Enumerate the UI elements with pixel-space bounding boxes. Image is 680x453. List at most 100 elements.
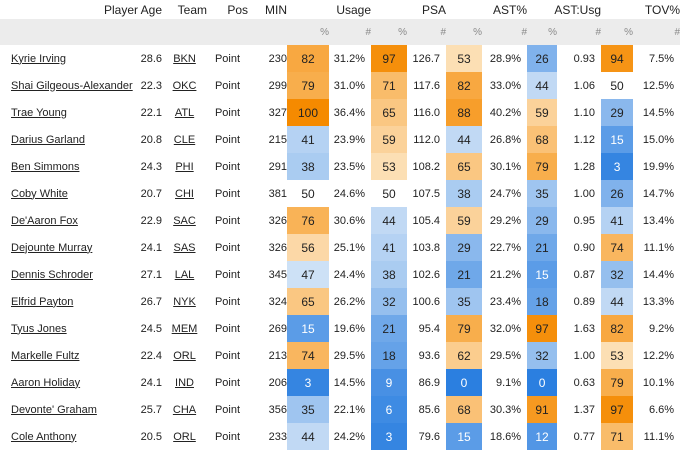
- team-link[interactable]: NYK: [173, 295, 196, 308]
- player-name-cell[interactable]: Ben Simmons: [0, 153, 138, 180]
- player-name-cell[interactable]: Dennis Schroder: [0, 261, 138, 288]
- team-cell[interactable]: CHA: [162, 396, 207, 423]
- team-cell[interactable]: CLE: [162, 126, 207, 153]
- player-name-cell[interactable]: Cole Anthony: [0, 423, 138, 450]
- team-cell[interactable]: MEM: [162, 315, 207, 342]
- header-tov[interactable]: TOV%: [644, 2, 680, 17]
- team-link[interactable]: BKN: [173, 52, 196, 65]
- header-team[interactable]: Team: [177, 2, 207, 17]
- usage-value-cell: 24.4%: [333, 268, 365, 281]
- player-name-cell[interactable]: Elfrid Payton: [0, 288, 138, 315]
- player-name-link[interactable]: Markelle Fultz: [11, 349, 80, 362]
- team-link[interactable]: ATL: [174, 106, 195, 119]
- player-name-link[interactable]: Devonte' Graham: [11, 403, 97, 416]
- tov-pct-cell: 97: [601, 396, 634, 423]
- header-age[interactable]: Age: [140, 2, 162, 17]
- player-name-link[interactable]: Kyrie Irving: [11, 52, 67, 65]
- team-link[interactable]: SAC: [173, 214, 196, 227]
- usage-value-cell: 24.2%: [333, 430, 365, 443]
- team-cell[interactable]: OKC: [162, 72, 207, 99]
- team-cell[interactable]: NYK: [162, 288, 207, 315]
- player-name-cell[interactable]: Markelle Fultz: [0, 342, 138, 369]
- team-cell[interactable]: ORL: [162, 342, 207, 369]
- player-name-link[interactable]: Aaron Holiday: [11, 376, 81, 389]
- player-name-cell[interactable]: Darius Garland: [0, 126, 138, 153]
- team-link[interactable]: MEM: [171, 322, 198, 335]
- age-cell: 20.5: [140, 430, 162, 443]
- player-name-cell[interactable]: Aaron Holiday: [0, 369, 138, 396]
- team-link[interactable]: SAS: [173, 241, 196, 254]
- ast-usg-value-cell: 0.77: [573, 430, 596, 443]
- team-link[interactable]: ORL: [173, 430, 196, 443]
- player-name-link[interactable]: Tyus Jones: [11, 322, 67, 335]
- team-link[interactable]: CHA: [172, 403, 197, 416]
- header-ast[interactable]: AST%: [493, 2, 528, 17]
- player-name-link[interactable]: Dennis Schroder: [11, 268, 93, 281]
- player-name-cell[interactable]: Coby White: [0, 180, 138, 207]
- player-name-link[interactable]: Trae Young: [11, 106, 67, 119]
- psa-value-cell: 108.2: [412, 160, 441, 173]
- team-link[interactable]: ORL: [173, 349, 196, 362]
- pos-cell: Point: [214, 187, 241, 200]
- team-cell[interactable]: IND: [162, 369, 207, 396]
- psa-pct-cell: 21: [371, 315, 407, 342]
- team-cell[interactable]: BKN: [162, 45, 207, 72]
- ast-pct-cell: 44: [446, 126, 483, 153]
- team-cell[interactable]: CHI: [162, 180, 207, 207]
- min-cell: 345: [268, 268, 287, 281]
- header-ast-usg[interactable]: AST:Usg: [554, 2, 602, 17]
- team-link[interactable]: LAL: [174, 268, 195, 281]
- team-cell[interactable]: SAS: [162, 234, 207, 261]
- player-name-link[interactable]: Elfrid Payton: [11, 295, 74, 308]
- player-name-link[interactable]: Shai Gilgeous-Alexander: [11, 79, 133, 92]
- min-cell: 299: [268, 79, 287, 92]
- ast-value-cell: 29.2%: [489, 214, 522, 227]
- ast-pct-cell: 35: [446, 288, 483, 315]
- player-name-link[interactable]: Dejounte Murray: [11, 241, 93, 254]
- player-name-link[interactable]: Coby White: [11, 187, 68, 200]
- team-link[interactable]: CLE: [173, 133, 196, 146]
- header-pos[interactable]: Pos: [227, 2, 248, 17]
- usage-value-cell: 30.6%: [333, 214, 365, 227]
- subheader-val: #: [557, 19, 602, 45]
- team-link[interactable]: OKC: [172, 79, 197, 92]
- player-name-cell[interactable]: Trae Young: [0, 99, 138, 126]
- player-name-link[interactable]: Ben Simmons: [11, 160, 80, 173]
- header-psa[interactable]: PSA: [422, 2, 447, 17]
- team-cell[interactable]: LAL: [162, 261, 207, 288]
- age-cell: 24.1: [140, 376, 162, 389]
- header-usage[interactable]: Usage: [336, 2, 371, 17]
- team-link[interactable]: IND: [175, 376, 194, 389]
- ast-usg-pct-cell: 32: [527, 342, 558, 369]
- subheader-pct: %: [287, 19, 329, 45]
- ast-pct-cell: 38: [446, 180, 483, 207]
- header-min[interactable]: MIN: [265, 2, 287, 17]
- player-name-link[interactable]: De'Aaron Fox: [11, 214, 78, 227]
- age-cell: 24.5: [140, 322, 162, 335]
- psa-value-cell: 107.5: [412, 187, 441, 200]
- tov-value-cell: 13.3%: [642, 295, 675, 308]
- player-name-cell[interactable]: Dejounte Murray: [0, 234, 138, 261]
- player-name-cell[interactable]: Tyus Jones: [0, 315, 138, 342]
- player-name-cell[interactable]: Kyrie Irving: [0, 45, 138, 72]
- psa-pct-cell: 3: [371, 423, 407, 450]
- tov-value-cell: 12.2%: [642, 349, 675, 362]
- team-cell[interactable]: ORL: [162, 423, 207, 450]
- team-link[interactable]: PHI: [175, 160, 194, 173]
- player-name-link[interactable]: Cole Anthony: [11, 430, 77, 443]
- player-name-cell[interactable]: De'Aaron Fox: [0, 207, 138, 234]
- player-name-cell[interactable]: Shai Gilgeous-Alexander: [0, 72, 138, 99]
- header-player[interactable]: Player: [103, 2, 138, 17]
- age-cell: 28.6: [140, 52, 162, 65]
- player-name-link[interactable]: Darius Garland: [11, 133, 85, 146]
- psa-pct-cell: 65: [371, 99, 407, 126]
- ast-usg-value-cell: 0.89: [573, 295, 596, 308]
- player-name-cell[interactable]: Devonte' Graham: [0, 396, 138, 423]
- team-cell[interactable]: ATL: [162, 99, 207, 126]
- team-cell[interactable]: PHI: [162, 153, 207, 180]
- subheader-val: #: [482, 19, 528, 45]
- team-cell[interactable]: SAC: [162, 207, 207, 234]
- age-cell: 25.7: [140, 403, 162, 416]
- usage-pct-cell: 65: [287, 288, 329, 315]
- team-link[interactable]: CHI: [175, 187, 194, 200]
